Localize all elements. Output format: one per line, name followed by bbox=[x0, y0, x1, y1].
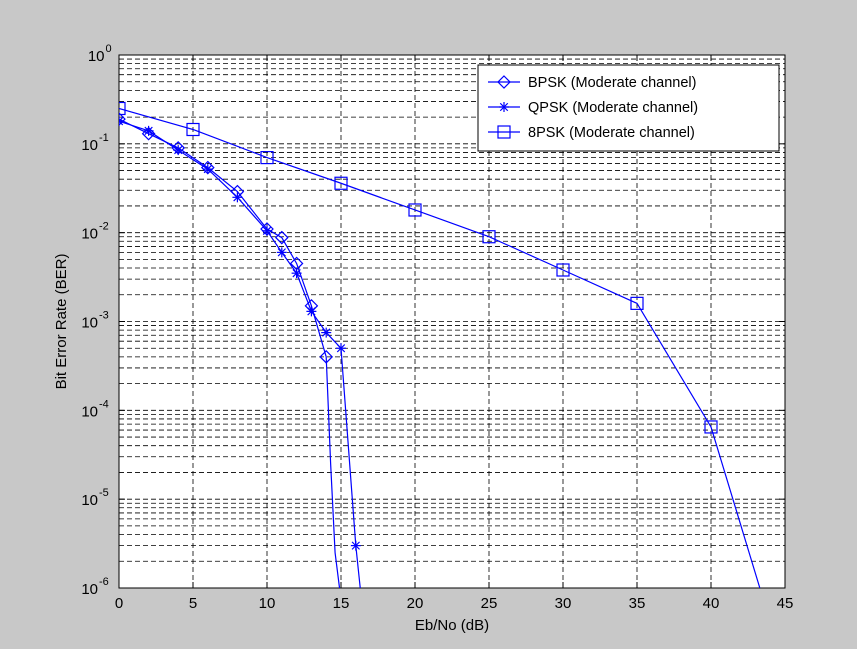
data-point-diamond bbox=[141, 126, 156, 141]
x-tick-label: 10 bbox=[259, 595, 276, 612]
legend: BPSK (Moderate channel) QPSK (Moderate ch… bbox=[477, 64, 780, 152]
series-square bbox=[119, 101, 761, 588]
data-point-square bbox=[704, 420, 718, 434]
legend-marker-star bbox=[499, 102, 509, 112]
x-tick-label: 15 bbox=[333, 595, 350, 612]
y-tick-base: 10 bbox=[88, 48, 105, 65]
data-point-star bbox=[276, 247, 287, 258]
legend-label: QPSK (Moderate channel) bbox=[528, 100, 698, 116]
series-line bbox=[119, 107, 761, 588]
data-point-star bbox=[119, 116, 124, 127]
data-point-star bbox=[262, 225, 272, 236]
x-tick-label: 40 bbox=[703, 595, 720, 612]
y-tick-exponent: 0 bbox=[106, 43, 112, 55]
x-tick-label: 35 bbox=[629, 595, 646, 612]
x-tick-labels: 0 5 10 15 20 25 30 35 40 45 bbox=[115, 595, 794, 612]
data-point-star bbox=[306, 306, 317, 317]
x-tick-label: 20 bbox=[407, 595, 424, 612]
data-point-star bbox=[232, 192, 243, 203]
series-star bbox=[119, 116, 361, 588]
y-tick-base: 10 bbox=[81, 315, 98, 332]
data-point-star bbox=[321, 327, 332, 338]
y-tick-exponent: -3 bbox=[99, 310, 109, 322]
x-tick-label: 0 bbox=[115, 595, 123, 612]
y-tick-exponent: -6 bbox=[99, 576, 109, 588]
data-point-square bbox=[482, 230, 496, 244]
legend-entry: QPSK (Moderate channel) bbox=[488, 100, 698, 116]
legend-marker-square bbox=[497, 125, 511, 139]
y-tick-base: 10 bbox=[81, 226, 98, 243]
y-tick-base: 10 bbox=[81, 137, 98, 154]
data-point-star bbox=[143, 125, 154, 136]
x-tick-label: 45 bbox=[777, 595, 794, 612]
y-tick-base: 10 bbox=[81, 403, 98, 420]
y-tick-label: 10 -6 bbox=[81, 576, 108, 598]
y-axis-label: Bit Error Rate (BER) bbox=[53, 254, 70, 390]
data-point-square bbox=[334, 176, 348, 190]
x-tick-label: 30 bbox=[555, 595, 572, 612]
data-point-diamond bbox=[119, 112, 126, 126]
series-layer bbox=[119, 101, 761, 588]
data-point-star bbox=[202, 164, 213, 175]
data-point-square bbox=[260, 150, 274, 165]
x-tick-label: 5 bbox=[189, 595, 197, 612]
data-point-diamond bbox=[319, 350, 334, 364]
legend-entry: BPSK (Moderate channel) bbox=[488, 75, 696, 91]
y-tick-base: 10 bbox=[81, 492, 98, 509]
y-tick-label: 10 -3 bbox=[81, 310, 108, 332]
x-axis-label: Eb/No (dB) bbox=[415, 617, 489, 634]
legend-marker-diamond bbox=[497, 75, 511, 89]
data-point-square bbox=[186, 122, 200, 137]
data-point-diamond bbox=[274, 230, 289, 245]
data-point-star bbox=[336, 343, 346, 354]
y-tick-exponent: -2 bbox=[99, 221, 109, 233]
axis-ticks bbox=[118, 54, 786, 589]
data-point-star bbox=[173, 145, 184, 156]
data-point-star bbox=[350, 540, 361, 551]
legend-entry: 8PSK (Moderate channel) bbox=[488, 125, 695, 141]
y-tick-label: 10 -1 bbox=[81, 132, 108, 154]
y-tick-exponent: -5 bbox=[99, 487, 109, 499]
y-tick-label: 10 -4 bbox=[81, 398, 108, 420]
data-point-star bbox=[291, 268, 302, 279]
y-tick-exponent: -4 bbox=[99, 398, 109, 410]
y-tick-exponent: -1 bbox=[99, 132, 109, 144]
legend-box bbox=[477, 64, 780, 152]
x-tick-label: 25 bbox=[481, 595, 498, 612]
data-point-square bbox=[556, 263, 570, 277]
data-point-square bbox=[119, 101, 126, 116]
data-point-square bbox=[408, 203, 422, 217]
y-tick-label: 10 0 bbox=[88, 43, 112, 65]
y-tick-base: 10 bbox=[81, 581, 98, 598]
legend-label: 8PSK (Moderate channel) bbox=[528, 125, 695, 141]
data-point-square bbox=[630, 296, 644, 310]
y-tick-label: 10 -2 bbox=[81, 221, 108, 243]
legend-label: BPSK (Moderate channel) bbox=[528, 75, 696, 91]
y-tick-label: 10 -5 bbox=[81, 487, 108, 509]
